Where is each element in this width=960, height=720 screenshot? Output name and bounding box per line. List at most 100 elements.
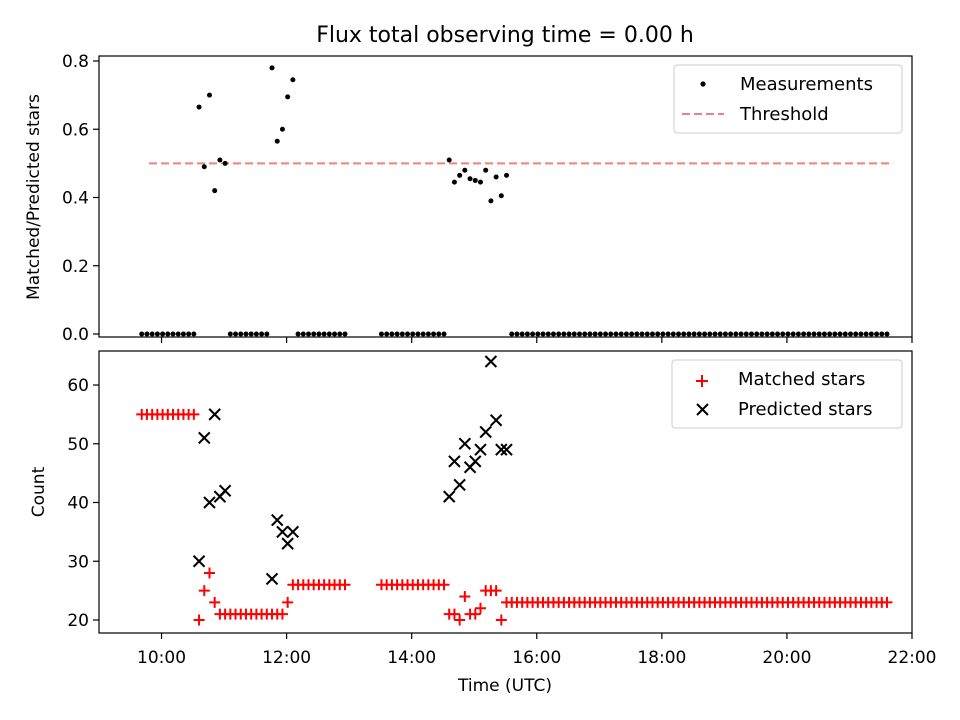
- measurement-point: [290, 77, 296, 83]
- measurement-point: [472, 177, 478, 183]
- bottom-panel: 20 30 40 50 60 10:00 12:00 14:00 16:00 18:00 20:0…: [29, 350, 937, 696]
- matched-star-point: [198, 585, 210, 597]
- matched-star-point: [276, 608, 288, 620]
- measurement-point: [577, 331, 583, 337]
- measurement-point: [144, 331, 150, 337]
- x-tick-label: 10:00: [137, 648, 186, 668]
- measurement-point: [754, 331, 760, 337]
- top-y-tick-label: 0.4: [62, 189, 89, 209]
- measurement-point: [748, 331, 754, 337]
- predicted-star-point: [276, 525, 289, 539]
- matched-star-point: [490, 585, 502, 597]
- measurement-point: [389, 331, 395, 337]
- legend-predicted-marker: [696, 403, 709, 416]
- legend-matched-marker: [696, 375, 708, 387]
- x-tick-label: 12:00: [262, 648, 311, 668]
- measurement-point: [149, 331, 155, 337]
- measurement-point: [639, 331, 645, 337]
- matched-star-point: [495, 614, 507, 626]
- x-tick-label: 14:00: [387, 648, 436, 668]
- measurement-point: [248, 331, 254, 337]
- measurement-point: [457, 172, 463, 178]
- measurement-point: [811, 331, 817, 337]
- measurement-point: [613, 331, 619, 337]
- matched-star-point: [209, 596, 221, 608]
- measurement-point: [702, 331, 708, 337]
- measurement-point: [425, 331, 431, 337]
- measurement-point: [691, 331, 697, 337]
- measurement-point: [206, 92, 212, 98]
- measurement-point: [806, 331, 812, 337]
- matched-star-point: [438, 579, 450, 591]
- measurement-point: [863, 331, 869, 337]
- measurement-point: [269, 65, 275, 71]
- measurement-point: [801, 331, 807, 337]
- bottom-y-axis-label: Count: [29, 466, 49, 517]
- predicted-star-point: [271, 513, 284, 527]
- matched-star-point: [881, 596, 893, 608]
- top-y-tick-label: 0.0: [62, 325, 89, 345]
- measurement-point: [410, 331, 416, 337]
- measurement-point: [644, 331, 650, 337]
- matched-star-point: [203, 567, 215, 579]
- bottom-y-tick-label: 20: [67, 611, 89, 631]
- measurement-point: [519, 331, 525, 337]
- measurement-point: [540, 331, 546, 337]
- matched-star-point: [188, 408, 200, 420]
- measurement-point: [431, 331, 437, 337]
- measurement-point: [842, 331, 848, 337]
- measurement-point: [451, 179, 457, 185]
- matched-star-point: [501, 596, 513, 608]
- measurement-point: [415, 331, 421, 337]
- measurement-point: [629, 331, 635, 337]
- measurement-point: [670, 331, 676, 337]
- measurement-point: [186, 331, 192, 337]
- measurement-point: [165, 331, 171, 337]
- measurement-point: [467, 176, 473, 182]
- predicted-star-point: [198, 431, 211, 445]
- measurement-point: [222, 160, 228, 166]
- top-y-tick-label: 0.2: [62, 257, 89, 277]
- predicted-star-point: [286, 525, 300, 539]
- measurement-point: [509, 331, 515, 337]
- measurement-point: [514, 331, 520, 337]
- measurement-point: [790, 331, 796, 337]
- predicted-star-point: [479, 425, 492, 439]
- measurement-point: [279, 126, 285, 132]
- measurement-point: [530, 331, 536, 337]
- measurement-point: [180, 331, 186, 337]
- legend-predicted-label: Predicted stars: [738, 399, 872, 420]
- measurement-point: [571, 331, 577, 337]
- measurement-point: [154, 331, 160, 337]
- measurement-point: [837, 331, 843, 337]
- bottom-y-tick-label: 30: [67, 552, 89, 572]
- predicted-star-point: [495, 443, 508, 456]
- predicted-star-point: [500, 443, 513, 456]
- measurement-point: [446, 157, 452, 163]
- matched-star-point: [448, 608, 460, 620]
- x-tick-label: 20:00: [762, 648, 811, 668]
- matched-star-point: [339, 579, 351, 591]
- measurement-point: [785, 331, 791, 337]
- measurement-point: [722, 331, 728, 337]
- measurement-point: [561, 331, 567, 337]
- top-plot-frame: [98, 55, 913, 338]
- measurement-point: [201, 164, 207, 170]
- measurement-point: [665, 331, 671, 337]
- measurement-point: [321, 331, 327, 337]
- measurement-point: [743, 331, 749, 337]
- measurement-point: [634, 331, 640, 337]
- predicted-star-point: [489, 414, 503, 427]
- measurement-point: [493, 174, 499, 180]
- x-tick-label: 18:00: [637, 648, 686, 668]
- measurement-point: [566, 331, 572, 337]
- measurement-point: [759, 331, 765, 337]
- measurement-point: [775, 331, 781, 337]
- top-legend: Measurements Threshold: [673, 64, 903, 134]
- predicted-star-point: [474, 443, 487, 456]
- measurement-point: [848, 331, 854, 337]
- measurement-point: [238, 331, 244, 337]
- measurement-point: [524, 331, 530, 337]
- measurement-point: [603, 331, 609, 337]
